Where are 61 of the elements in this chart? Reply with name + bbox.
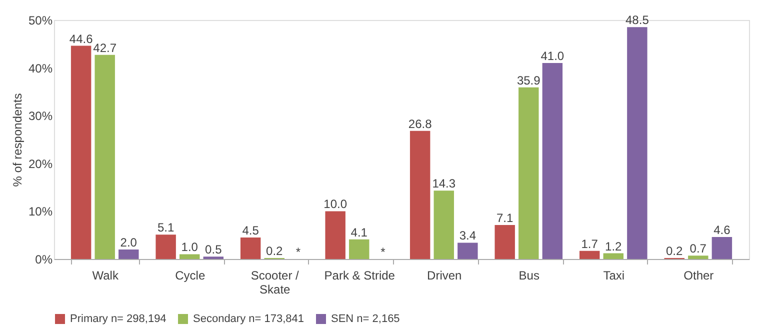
bar <box>458 242 478 259</box>
y-tick-label: 50% <box>28 14 53 28</box>
legend-label: SEN n= 2,165 <box>331 313 400 325</box>
bar <box>518 87 539 259</box>
data-label: 0.2 <box>266 244 284 258</box>
data-label: 7.1 <box>496 211 514 226</box>
data-label: 2.0 <box>120 235 138 250</box>
x-tick-label: Scooter / Skate <box>250 268 300 296</box>
data-label: 4.6 <box>714 223 731 238</box>
data-label: 4.1 <box>350 225 368 240</box>
bar <box>688 256 708 259</box>
y-axis-title: % of respondents <box>10 93 24 187</box>
data-label: 10.0 <box>324 197 348 212</box>
data-label: 3.4 <box>459 228 476 243</box>
x-tick-label: Cycle <box>175 268 206 282</box>
y-tick-label: 20% <box>28 156 53 171</box>
y-tick-label: 30% <box>28 109 53 124</box>
x-tick-label: Walk <box>92 268 120 282</box>
data-label: 44.6 <box>69 32 94 46</box>
bar <box>603 253 624 259</box>
data-label: 1.7 <box>581 236 598 251</box>
data-label: 5.1 <box>157 220 174 235</box>
bar <box>627 27 648 259</box>
data-label: 35.9 <box>516 73 541 88</box>
x-tick-label: Driven <box>427 268 462 282</box>
bar <box>180 254 200 259</box>
bar <box>240 237 261 259</box>
bar <box>542 63 563 259</box>
bar <box>156 234 176 259</box>
data-label: 1.2 <box>605 239 622 254</box>
data-label: 1.0 <box>181 240 198 254</box>
x-tick-label: Park & Stride <box>324 268 396 282</box>
data-label: 0.7 <box>690 242 707 256</box>
data-label: 42.7 <box>93 40 117 55</box>
bar <box>712 237 732 259</box>
y-tick-label: 10% <box>28 204 53 219</box>
bar <box>118 249 139 259</box>
x-tick-label: Other <box>684 268 714 282</box>
x-tick-label: Bus <box>518 268 540 282</box>
data-label: 26.8 <box>408 116 432 131</box>
bar <box>70 46 92 259</box>
bar <box>579 250 600 259</box>
text: * <box>380 245 386 259</box>
bar <box>410 130 430 259</box>
y-tick-label: 40% <box>28 61 53 76</box>
legend-label: Primary n= 298,194 <box>70 313 166 325</box>
legend-label: Secondary n= 173,841 <box>193 313 304 325</box>
bar <box>94 54 115 259</box>
text: * <box>296 245 300 259</box>
x-tick-label: Taxi <box>603 268 625 282</box>
data-label: 48.5 <box>626 13 650 28</box>
bar <box>325 211 346 259</box>
bar <box>349 239 370 259</box>
data-label: 14.3 <box>432 176 456 191</box>
data-label: 41.0 <box>540 49 564 64</box>
data-label: 0.2 <box>666 244 684 258</box>
data-label: 4.5 <box>242 223 260 238</box>
y-tick-label: 0% <box>35 252 53 266</box>
bar <box>434 190 454 259</box>
data-label: 0.5 <box>205 242 222 257</box>
bar <box>494 225 515 259</box>
